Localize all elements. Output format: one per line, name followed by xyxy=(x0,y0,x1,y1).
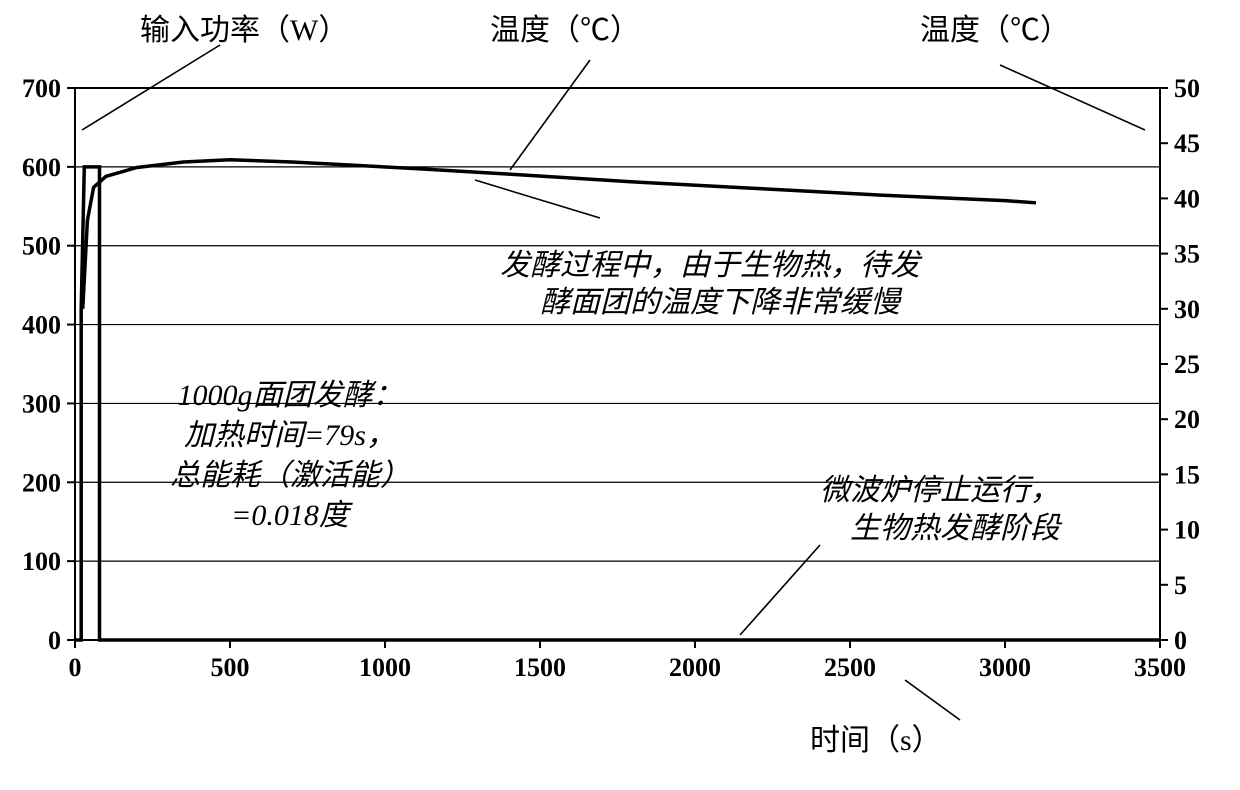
svg-text:200: 200 xyxy=(22,468,61,497)
annotation-stop-l2: 生物热发酵阶段 xyxy=(850,512,1063,545)
temp-curve-label: 温度（℃） xyxy=(490,14,640,47)
svg-text:10: 10 xyxy=(1174,516,1200,545)
svg-text:0: 0 xyxy=(69,653,82,682)
svg-text:40: 40 xyxy=(1174,184,1200,213)
fermentation-chart: 0100200300400500600700051015202530354045… xyxy=(0,0,1240,790)
annotation-params-l3: 总能耗（激活能） xyxy=(170,459,410,492)
svg-text:1000: 1000 xyxy=(359,653,411,682)
svg-text:50: 50 xyxy=(1174,74,1200,103)
svg-text:500: 500 xyxy=(22,232,61,261)
svg-text:600: 600 xyxy=(22,153,61,182)
annotation-stop-l1: 微波炉停止运行， xyxy=(820,474,1060,507)
annotation-params-l1: 1000g面团发酵： xyxy=(178,379,403,412)
svg-text:2500: 2500 xyxy=(824,653,876,682)
svg-text:100: 100 xyxy=(22,547,61,576)
svg-text:35: 35 xyxy=(1174,240,1200,269)
svg-text:0: 0 xyxy=(48,626,61,655)
svg-text:15: 15 xyxy=(1174,460,1200,489)
svg-text:3500: 3500 xyxy=(1134,653,1186,682)
annotation-params-l4: =0.018度 xyxy=(231,499,353,532)
svg-text:30: 30 xyxy=(1174,295,1200,324)
annotation-params-l2: 加热时间=79s， xyxy=(184,419,396,452)
svg-text:400: 400 xyxy=(22,311,61,340)
svg-text:1500: 1500 xyxy=(514,653,566,682)
svg-text:0: 0 xyxy=(1174,626,1187,655)
svg-text:45: 45 xyxy=(1174,129,1200,158)
svg-text:25: 25 xyxy=(1174,350,1200,379)
annotation-ferment-slow-l1: 发酵过程中，由于生物热，待发 xyxy=(500,249,923,282)
svg-text:3000: 3000 xyxy=(979,653,1031,682)
svg-text:5: 5 xyxy=(1174,571,1187,600)
svg-text:500: 500 xyxy=(211,653,250,682)
svg-text:20: 20 xyxy=(1174,405,1200,434)
right-axis-label: 温度（℃） xyxy=(920,14,1070,47)
annotation-ferment-slow-l2: 酵面团的温度下降非常缓慢 xyxy=(540,286,903,319)
x-axis-label: 时间（s） xyxy=(810,724,942,757)
left-axis-label: 输入功率（W） xyxy=(140,14,348,47)
svg-text:700: 700 xyxy=(22,74,61,103)
svg-text:2000: 2000 xyxy=(669,653,721,682)
svg-text:300: 300 xyxy=(22,389,61,418)
